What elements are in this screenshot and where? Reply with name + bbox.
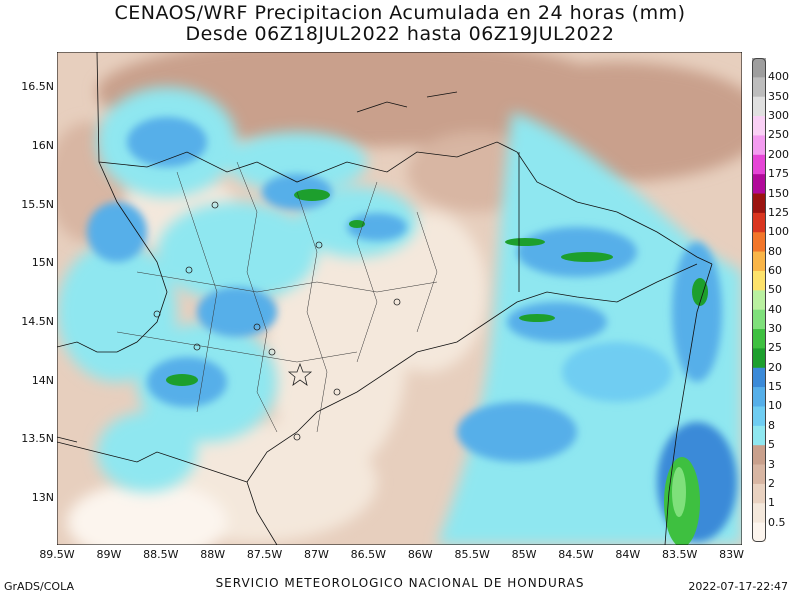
lat-tick-label: 13.5N [21, 432, 54, 446]
lon-tick-label: 88.5W [143, 548, 179, 561]
lon-tick-label: 86W [407, 548, 433, 561]
legend-level-label: 150 [768, 186, 789, 200]
legend-level-label: 25 [768, 341, 782, 355]
legend-level-label: 80 [768, 244, 782, 258]
colorbar-swatch [752, 464, 766, 485]
colorbar-swatch [752, 445, 766, 465]
nicaragua-caribbean-coast [664, 263, 713, 545]
colorbar-swatch [752, 212, 766, 233]
footer-agency: SERVICIO METEOROLOGICO NACIONAL DE HONDU… [215, 576, 585, 590]
legend-level-label: 5 [768, 438, 775, 452]
legend-level-label: 3 [768, 457, 775, 471]
legend-level-label: 2 [768, 476, 775, 490]
legend-level-label: 1 [768, 496, 775, 510]
lon-tick-label: 85.5W [454, 548, 490, 561]
colorbar-swatch [752, 348, 766, 369]
legend-level-label: 0.5 [768, 515, 786, 529]
colorbar-swatch [752, 96, 766, 117]
legend-level-label: 100 [768, 225, 789, 239]
department-boundaries [116, 161, 438, 433]
legend-level-label: 20 [768, 360, 782, 374]
lon-tick-label: 83W [719, 548, 745, 561]
capital-star [287, 362, 313, 386]
footer-software: GrADS/COLA [4, 580, 74, 593]
lon-tick-label: 84W [615, 548, 641, 561]
legend-level-label: 30 [768, 322, 782, 336]
lat-tick-label: 14.5N [21, 314, 54, 328]
footer-timestamp: 2022-07-17-22:47 [688, 580, 788, 593]
colorbar-swatch [752, 154, 766, 175]
precip-field-peaks [166, 189, 708, 545]
legend-colorbar [752, 58, 766, 542]
lon-tick-label: 86.5W [350, 548, 387, 561]
map-title-line1: CENAOS/WRF Precipitacion Acumulada en 24… [114, 2, 686, 24]
city-markers [153, 201, 401, 441]
legend-level-label: 8 [768, 418, 775, 432]
colorbar-swatch [752, 329, 766, 349]
precipitation-map [57, 52, 742, 545]
colorbar-swatch [752, 232, 766, 252]
colorbar-swatch [752, 290, 766, 310]
legend-level-label: 10 [768, 399, 782, 413]
colorbar-swatch [752, 425, 766, 446]
colorbar-swatch [752, 193, 766, 214]
colorbar-swatch [752, 483, 766, 504]
lat-tick-label: 14N [31, 373, 54, 387]
lat-tick-label: 16N [31, 138, 54, 152]
lon-tick-label: 85W [511, 548, 537, 561]
honduras-nicaragua-border [246, 263, 698, 483]
pacific-coast [57, 436, 78, 443]
colorbar-swatch [752, 77, 766, 98]
lon-tick-label: 83.5W [662, 548, 698, 561]
lon-tick-label: 89.5W [39, 548, 75, 561]
lat-tick-label: 15.5N [21, 197, 54, 211]
bay-islands [356, 101, 408, 113]
precip-field-low [57, 52, 742, 545]
colorbar-swatch [752, 367, 766, 388]
legend-level-label: 350 [768, 89, 789, 103]
colorbar-swatch [752, 503, 766, 523]
legend-level-label: 40 [768, 302, 782, 316]
colorbar-swatch [752, 309, 766, 330]
legend-level-label: 50 [768, 283, 782, 297]
legend-level-label: 400 [768, 70, 789, 84]
colorbar-swatch [752, 406, 766, 427]
colorbar-swatch [752, 251, 766, 272]
lon-tick-label: 87W [304, 548, 329, 561]
legend-level-label: 125 [768, 205, 789, 219]
el-salvador-border [57, 441, 248, 483]
colorbar-swatch [752, 174, 766, 194]
colorbar-swatch [752, 522, 766, 542]
lat-tick-label: 16.5N [21, 80, 54, 94]
gulf-of-fonseca-coast [246, 481, 278, 545]
lat-tick-label: 13N [31, 491, 54, 505]
map-title-line2: Desde 06Z18JUL2022 hasta 06Z19JUL2022 [185, 23, 615, 45]
colorbar-swatch [752, 135, 766, 156]
legend-level-label: 175 [768, 167, 789, 181]
lon-tick-label: 84.5W [558, 548, 594, 561]
guatemala-honduras-border [57, 161, 168, 353]
legend-level-label: 250 [768, 128, 789, 142]
legend-level-label: 200 [768, 147, 789, 161]
colorbar-frame [752, 58, 766, 542]
legend-level-label: 60 [768, 263, 782, 277]
colorbar-swatch [752, 270, 766, 291]
colorbar-swatch [752, 387, 766, 407]
lon-tick-label: 88W [200, 548, 226, 561]
honduras-north-coast [96, 52, 713, 265]
lon-tick-label: 87.5W [246, 548, 283, 561]
lat-tick-label: 15N [31, 256, 54, 270]
colorbar-swatch [752, 116, 766, 136]
colorbar-swatch [752, 58, 766, 78]
legend-level-label: 15 [768, 380, 782, 394]
swan-islands [426, 91, 458, 98]
legend-level-label: 300 [768, 109, 789, 123]
lon-tick-label: 89W [96, 548, 122, 561]
political-boundaries [57, 52, 713, 545]
